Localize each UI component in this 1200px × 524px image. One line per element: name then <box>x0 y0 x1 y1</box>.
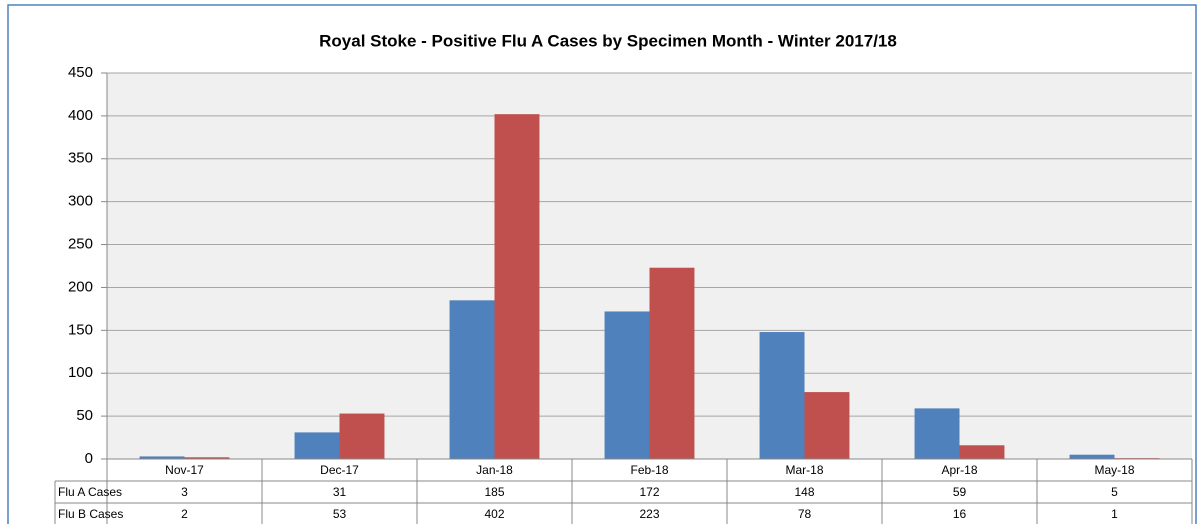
bar <box>184 457 230 459</box>
x-tick-label: Feb-18 <box>630 463 668 477</box>
y-tick-label: 250 <box>68 236 93 253</box>
table-cell: 185 <box>484 485 504 499</box>
table-cell: 78 <box>798 507 812 521</box>
x-tick-label: Apr-18 <box>941 463 977 477</box>
table-cell: 223 <box>639 507 659 521</box>
bar <box>804 392 850 459</box>
y-tick-label: 350 <box>68 150 93 167</box>
table-cell: 402 <box>484 507 504 521</box>
bar <box>139 456 185 459</box>
table-cell: 148 <box>794 485 814 499</box>
x-tick-label: Nov-17 <box>165 463 204 477</box>
bar <box>494 114 540 459</box>
bar <box>294 432 340 459</box>
table-cell: 3 <box>181 485 188 499</box>
y-tick-label: 400 <box>68 107 93 124</box>
x-tick-label: Jan-18 <box>476 463 513 477</box>
table-cell: 2 <box>181 507 188 521</box>
table-cell: 31 <box>333 485 347 499</box>
y-tick-label: 100 <box>68 364 93 381</box>
table-cell: 172 <box>639 485 659 499</box>
y-tick-label: 450 <box>68 64 93 81</box>
table-cell: 53 <box>333 507 347 521</box>
bar <box>914 408 960 459</box>
y-tick-label: 300 <box>68 193 93 210</box>
chart-title: Royal Stoke - Positive Flu A Cases by Sp… <box>319 31 897 50</box>
x-tick-label: May-18 <box>1094 463 1134 477</box>
table-cell: 1 <box>1111 507 1118 521</box>
table-cell: 5 <box>1111 485 1118 499</box>
legend-label: Flu B Cases <box>58 507 123 521</box>
bar <box>1069 454 1115 459</box>
x-tick-label: Dec-17 <box>320 463 359 477</box>
bar <box>604 311 650 459</box>
y-tick-label: 50 <box>76 407 93 424</box>
y-tick-label: 150 <box>68 321 93 338</box>
y-tick-label: 200 <box>68 278 93 295</box>
bar <box>959 445 1005 459</box>
table-cell: 16 <box>953 507 967 521</box>
table-cell: 59 <box>953 485 967 499</box>
bar <box>759 332 805 459</box>
bar <box>339 413 385 459</box>
legend-label: Flu A Cases <box>58 485 122 499</box>
bar <box>449 300 495 459</box>
y-tick-label: 0 <box>85 450 93 467</box>
bar <box>649 267 695 459</box>
x-tick-label: Mar-18 <box>785 463 823 477</box>
